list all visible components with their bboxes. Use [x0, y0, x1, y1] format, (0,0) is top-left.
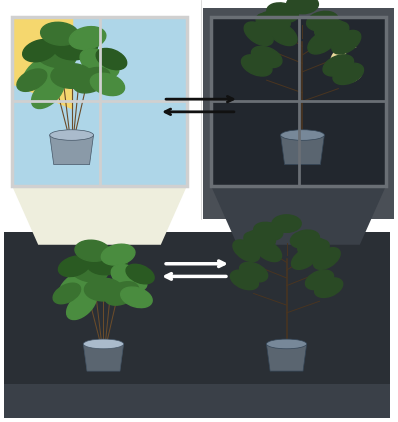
- FancyBboxPatch shape: [203, 8, 394, 219]
- Ellipse shape: [306, 11, 338, 31]
- Ellipse shape: [41, 22, 79, 45]
- Ellipse shape: [291, 230, 319, 248]
- Ellipse shape: [244, 232, 271, 254]
- Ellipse shape: [23, 40, 57, 62]
- Ellipse shape: [23, 55, 64, 88]
- Ellipse shape: [31, 77, 64, 108]
- Ellipse shape: [259, 11, 291, 31]
- Ellipse shape: [75, 240, 110, 261]
- Ellipse shape: [244, 22, 273, 46]
- Ellipse shape: [126, 264, 154, 284]
- Ellipse shape: [233, 240, 259, 262]
- Polygon shape: [83, 344, 124, 371]
- Ellipse shape: [291, 248, 318, 269]
- FancyBboxPatch shape: [4, 232, 390, 418]
- Polygon shape: [50, 135, 94, 165]
- Ellipse shape: [84, 278, 123, 301]
- Ellipse shape: [53, 283, 80, 304]
- Ellipse shape: [59, 271, 97, 301]
- Ellipse shape: [320, 22, 349, 46]
- Ellipse shape: [287, 0, 318, 14]
- Polygon shape: [4, 384, 390, 418]
- Ellipse shape: [17, 69, 47, 91]
- Ellipse shape: [53, 33, 98, 60]
- Ellipse shape: [314, 248, 340, 269]
- Ellipse shape: [96, 49, 127, 70]
- Ellipse shape: [267, 3, 298, 22]
- Ellipse shape: [121, 287, 152, 308]
- Polygon shape: [12, 186, 187, 245]
- Ellipse shape: [302, 240, 329, 262]
- Ellipse shape: [59, 256, 90, 276]
- Ellipse shape: [281, 130, 324, 141]
- Ellipse shape: [242, 55, 272, 76]
- Ellipse shape: [332, 30, 361, 54]
- Ellipse shape: [268, 22, 297, 46]
- Ellipse shape: [246, 230, 275, 248]
- Polygon shape: [266, 344, 307, 371]
- Ellipse shape: [272, 215, 301, 232]
- Ellipse shape: [51, 64, 92, 88]
- Circle shape: [330, 45, 365, 83]
- Ellipse shape: [90, 73, 125, 95]
- Polygon shape: [12, 17, 73, 110]
- Ellipse shape: [255, 240, 282, 262]
- Ellipse shape: [315, 278, 343, 298]
- Ellipse shape: [252, 46, 282, 68]
- Ellipse shape: [35, 42, 76, 68]
- FancyBboxPatch shape: [12, 17, 187, 186]
- Ellipse shape: [254, 222, 283, 241]
- FancyBboxPatch shape: [0, 0, 199, 219]
- Ellipse shape: [70, 258, 108, 282]
- Ellipse shape: [80, 49, 119, 78]
- Ellipse shape: [87, 250, 128, 275]
- Ellipse shape: [73, 68, 110, 93]
- Ellipse shape: [333, 63, 363, 84]
- Ellipse shape: [240, 262, 267, 282]
- Ellipse shape: [298, 238, 327, 256]
- Ellipse shape: [314, 20, 346, 39]
- Ellipse shape: [69, 27, 106, 49]
- Ellipse shape: [266, 339, 307, 349]
- FancyBboxPatch shape: [211, 17, 386, 186]
- Ellipse shape: [50, 130, 94, 141]
- Ellipse shape: [66, 291, 96, 319]
- Ellipse shape: [101, 244, 135, 265]
- Polygon shape: [211, 186, 386, 245]
- Ellipse shape: [83, 339, 124, 349]
- Circle shape: [343, 47, 371, 77]
- Ellipse shape: [105, 282, 139, 305]
- Ellipse shape: [230, 270, 258, 289]
- Ellipse shape: [306, 270, 334, 289]
- Ellipse shape: [256, 14, 285, 37]
- Polygon shape: [281, 135, 324, 165]
- Ellipse shape: [323, 55, 353, 76]
- Ellipse shape: [111, 265, 147, 291]
- Ellipse shape: [308, 30, 337, 54]
